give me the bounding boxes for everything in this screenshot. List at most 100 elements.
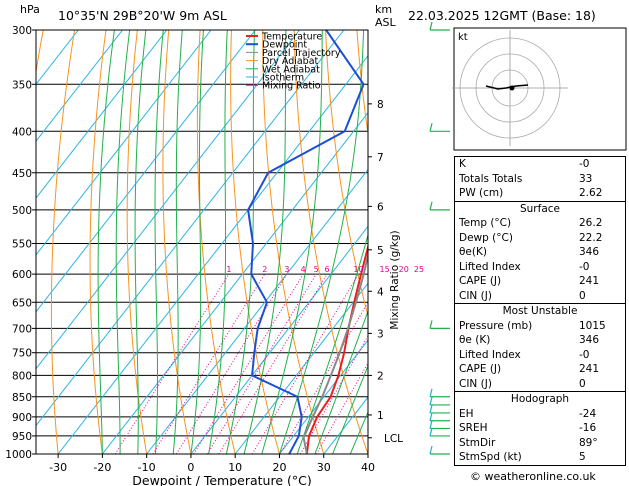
index-row: Totals Totals 33 — [459, 172, 593, 185]
wind-barb-feather — [429, 320, 433, 329]
legend-label: Wet Adiabat — [262, 64, 320, 75]
legend-label: Dewpoint — [262, 40, 307, 51]
isotherm-line — [36, 30, 300, 370]
index-row: K -0 — [459, 158, 590, 170]
isotherm-line — [36, 30, 168, 199]
dry-adiabat-line — [325, 30, 368, 318]
legend-label: Parcel Trajectory — [262, 48, 341, 59]
dry-adiabat-line — [230, 30, 280, 454]
wet-adiabat-line — [332, 364, 368, 454]
hodo-row: SREH -16 — [459, 422, 597, 434]
pressure-tick-label: 800 — [12, 370, 32, 382]
km-tick-label: 1 — [377, 410, 384, 422]
surface-row: Dewp (°C) 22.2 — [459, 231, 603, 244]
hodograph-title: Hodograph — [510, 393, 570, 405]
legend-label: Dry Adiabat — [262, 56, 319, 67]
isotherm-line — [102, 111, 368, 454]
km-tick-label: 3 — [377, 328, 384, 340]
mu-row: CIN (J) 0 — [459, 377, 586, 390]
km-tick-label: LCL — [384, 433, 403, 445]
km-tick-label: 6 — [377, 201, 384, 213]
surface-row: CIN (J) 0 — [459, 289, 586, 302]
mu-row: θe (K) 346 — [459, 334, 600, 346]
pressure-unit: hPa — [20, 3, 40, 16]
datetime-label: 22.03.2025 12GMT (Base: 18) — [408, 8, 596, 23]
pressure-tick-label: 600 — [12, 269, 32, 281]
legend-label: Mixing Ratio — [262, 81, 321, 92]
dry-adiabat-line — [356, 30, 368, 137]
wet-adiabat-line — [261, 30, 323, 454]
temp-tick-label: 0 — [187, 461, 194, 474]
mixing-ratio-line — [114, 273, 230, 454]
asl-label: ASL — [375, 16, 396, 29]
pressure-tick-label: 500 — [12, 205, 32, 217]
pressure-tick-label: 300 — [12, 25, 32, 37]
mixing-ratio-axis-label: Mixing Ratio (g/kg) — [389, 230, 401, 329]
mixing-ratio-line — [279, 301, 368, 454]
km-tick-label: 5 — [377, 245, 384, 257]
mixing-ratio-label: 3 — [284, 265, 289, 274]
pressure-tick-label: 350 — [12, 79, 32, 91]
dry-adiabat-line — [126, 30, 148, 454]
most-unstable-title: Most Unstable — [502, 305, 578, 317]
index-row: PW (cm) 2.62 — [459, 187, 603, 199]
km-tick-label: 7 — [377, 152, 384, 164]
mixing-ratio-line — [251, 273, 359, 454]
mixing-ratio-label: 25 — [414, 265, 424, 274]
temp-tick-label: 40 — [361, 461, 375, 474]
surface-section: Surface Temp (°C) 26.2 Dewp (°C) 22.2 θe(K… — [455, 200, 625, 304]
wet-adiabat-line — [278, 30, 365, 454]
wet-adiabat-line — [190, 30, 204, 454]
isotherm-line — [279, 339, 368, 454]
mixing-ratio-label: 5 — [314, 265, 319, 274]
mixing-ratio-label: 6 — [325, 265, 330, 274]
km-tick-label: 2 — [377, 370, 384, 382]
mixing-ratio-label: 15 — [380, 265, 390, 274]
wet-adiabat-line — [208, 30, 228, 454]
temp-tick-label: 30 — [317, 461, 331, 474]
isotherm-line — [36, 30, 345, 427]
legend-label: Isotherm — [262, 73, 304, 84]
wind-barb-feather — [429, 445, 433, 455]
wind-barb-feather — [429, 420, 433, 429]
x-axis-label: Dewpoint / Temperature (°C) — [132, 473, 311, 486]
mu-row: CAPE (J) 241 — [459, 363, 600, 375]
isotherm-line — [146, 168, 368, 454]
pressure-tick-label: 650 — [12, 297, 32, 309]
wind-barb-feather — [429, 412, 433, 421]
wet-adiabat-line — [172, 30, 183, 454]
km-tick-label: 8 — [377, 99, 384, 111]
wet-adiabat-line — [243, 30, 287, 454]
pressure-tick-label: 900 — [12, 412, 32, 424]
mu-row: Lifted Index -0 — [459, 348, 590, 361]
series-dewpoint — [247, 30, 365, 454]
mixing-ratio-label: 20 — [399, 265, 409, 274]
wind-barb-feather — [429, 388, 433, 397]
dry-adiabat-line — [196, 30, 236, 454]
dry-adiabat-line — [162, 30, 192, 454]
isotherm-line — [36, 30, 123, 142]
mixing-ratio-line — [152, 273, 266, 454]
isotherm-line — [57, 55, 368, 454]
series-temperature — [305, 243, 368, 454]
mixing-ratio-label: 4 — [301, 265, 306, 274]
hodograph-unit-label: kt — [458, 32, 468, 43]
hodo-row: StmSpd (kt) 5 — [459, 451, 586, 463]
isotherm-line — [36, 30, 212, 256]
temp-tick-label: -20 — [93, 461, 111, 474]
wet-adiabat-line — [296, 233, 368, 454]
dry-adiabat-line — [89, 30, 107, 454]
wind-barb-feather — [429, 396, 433, 406]
mixing-ratio-label: 10 — [353, 265, 363, 274]
mixing-ratio-label: 1 — [226, 265, 231, 274]
dry-adiabat-line — [50, 30, 76, 454]
km-tick-label: 4 — [377, 286, 384, 298]
pressure-tick-label: 700 — [12, 323, 32, 335]
mu-row: Pressure (mb) 1015 — [459, 319, 606, 332]
location-label: 10°35'N 29B°20'W 9m ASL — [58, 8, 227, 23]
surface-title: Surface — [519, 202, 560, 215]
legend-label: Temperature — [261, 32, 322, 43]
pressure-tick-label: 450 — [12, 168, 32, 180]
hodo-row: StmDir 89° — [459, 436, 598, 449]
dry-adiabat-line — [293, 30, 368, 454]
